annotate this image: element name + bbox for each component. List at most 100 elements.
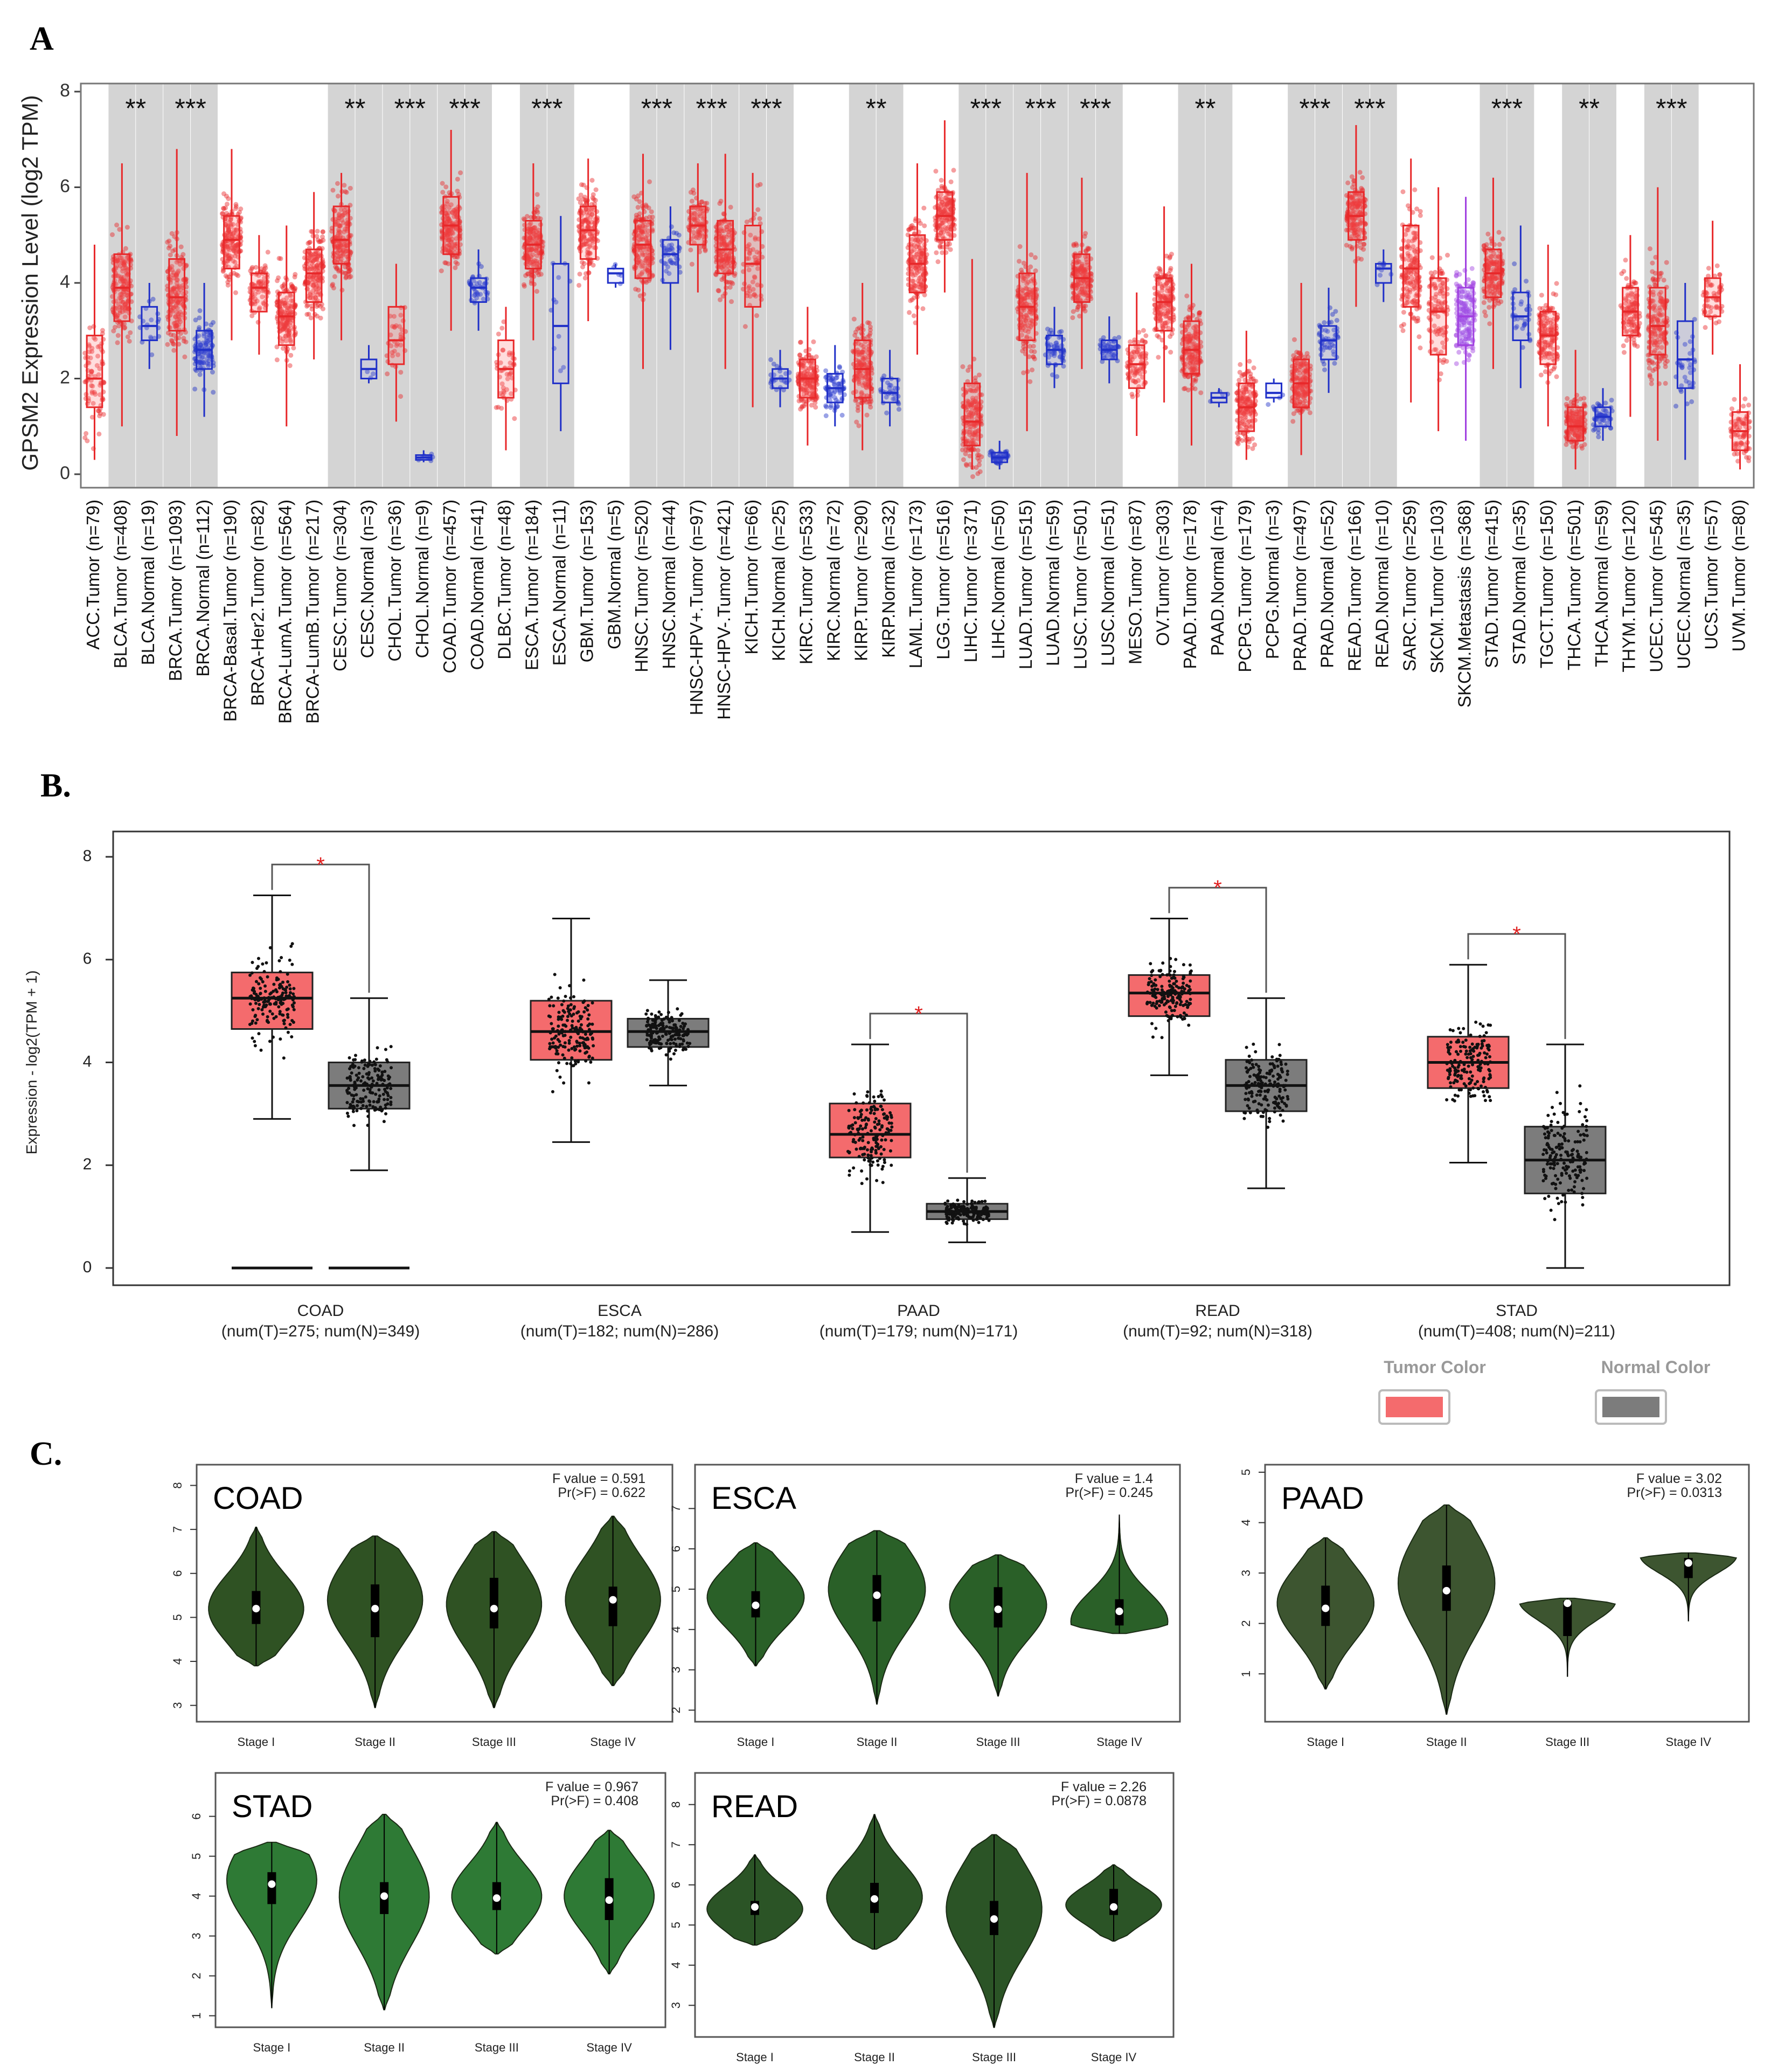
data-point (637, 293, 643, 299)
significance-lusc-tumor-n-501: *** (1080, 93, 1111, 123)
data-point (1183, 386, 1188, 391)
y-tick-label: 8 (60, 80, 70, 101)
data-point (961, 457, 966, 462)
data-point (315, 228, 320, 234)
data-point (249, 265, 255, 270)
iqr-box (744, 225, 761, 308)
data-point (1019, 267, 1024, 273)
data-point (1021, 370, 1026, 376)
data-point (90, 384, 95, 389)
data-point (95, 344, 101, 350)
data-point (744, 219, 749, 225)
data-point (440, 190, 446, 195)
data-point (906, 227, 911, 232)
iqr-box (579, 205, 597, 260)
data-point (120, 294, 125, 300)
data-point (120, 268, 126, 274)
data-point (318, 315, 323, 321)
data-point (966, 368, 971, 373)
x-tick-label-blca-tumor-n-408: BLCA.Tumor (n=408) (110, 500, 130, 668)
x-tick-label-kirp-tumor-n-290: KIRP.Tumor (n=290) (851, 500, 871, 661)
x-tick-label-blca-normal-n-19: BLCA.Normal (n=19) (138, 500, 158, 665)
data-point (1021, 260, 1026, 266)
data-point (278, 256, 283, 261)
data-point (1143, 333, 1149, 338)
data-point (1070, 315, 1075, 320)
data-point (289, 282, 294, 287)
data-point (93, 392, 98, 397)
x-tick-label-chol-normal-n-9: CHOL.Normal (n=9) (412, 500, 432, 658)
data-point (122, 278, 127, 283)
data-point (867, 401, 873, 406)
x-tick-label-brca-luma-tumor-n-564: BRCA-LumA.Tumor (n=564) (275, 500, 295, 724)
iqr-box (168, 258, 185, 332)
data-point (238, 206, 244, 212)
data-point (116, 259, 121, 265)
x-tick-label-lusc-normal-n-51: LUSC.Normal (n=51) (1098, 500, 1118, 666)
x-tick-label-kich-tumor-n-66: KICH.Tumor (n=66) (741, 500, 761, 655)
data-point (970, 474, 975, 479)
data-point (867, 321, 872, 326)
data-point (347, 266, 352, 271)
data-point (225, 280, 231, 285)
x-tick-label-brca-basal-tumor-n-190: BRCA-Basal.Tumor (n=190) (220, 500, 240, 722)
data-point (1252, 442, 1258, 447)
data-point (1074, 242, 1079, 248)
significance-coad-tumor-n-457: *** (449, 93, 480, 123)
x-tick-label-cesc-normal-n-3: CESC.Normal (n=3) (357, 500, 377, 658)
data-point (98, 383, 103, 388)
data-point (89, 369, 94, 374)
data-point (499, 325, 505, 331)
data-point (742, 324, 748, 329)
data-point (1101, 335, 1106, 340)
x-tick-label-hnsc-hpv-tumor-n-421: HNSC-HPV-.Tumor (n=421) (714, 500, 734, 720)
x-tick-label-esca-tumor-n-184: ESCA.Tumor (n=184) (522, 500, 542, 670)
data-point (455, 189, 460, 194)
data-point (117, 310, 122, 315)
data-point (634, 215, 639, 220)
data-point (730, 281, 735, 286)
x-tick-label-gbm-normal-n-5: GBM.Normal (n=5) (604, 500, 624, 649)
data-point (168, 332, 173, 337)
data-point (120, 304, 125, 310)
data-point (1083, 303, 1088, 309)
data-point (577, 272, 582, 277)
data-point (93, 337, 98, 342)
significance-blca-tumor-n-408: ** (125, 93, 146, 123)
data-point (948, 179, 954, 184)
data-point (920, 306, 926, 311)
data-point (101, 412, 106, 417)
data-point (703, 200, 708, 206)
data-point (85, 438, 90, 443)
data-point (332, 274, 337, 279)
data-point (110, 232, 115, 237)
data-point (921, 205, 927, 211)
data-point (124, 255, 129, 260)
x-tick-label-lihc-normal-n-50: LIHC.Normal (n=50) (988, 500, 1008, 659)
data-point (591, 192, 596, 197)
data-point (634, 196, 639, 202)
data-point (582, 275, 588, 281)
data-point (591, 197, 596, 202)
data-point (853, 398, 858, 403)
data-point (1142, 339, 1148, 345)
data-point (182, 354, 187, 359)
data-point (125, 334, 130, 339)
data-point (348, 185, 353, 191)
data-point (344, 190, 349, 195)
data-point (125, 304, 130, 309)
shaded-column-thca-tumor-n-501 (1562, 84, 1589, 488)
data-point (1251, 365, 1256, 371)
data-point (123, 278, 128, 283)
data-point (951, 168, 956, 173)
iqr-box (277, 292, 295, 346)
data-point (1197, 313, 1202, 318)
data-point (82, 435, 88, 440)
x-tick-label-cesc-tumor-n-304: CESC.Tumor (n=304) (330, 500, 350, 671)
data-point (331, 285, 336, 290)
data-point (180, 252, 186, 257)
significance-brca-tumor-n-1093: *** (175, 93, 206, 123)
data-point (89, 369, 94, 375)
data-point (114, 313, 120, 318)
